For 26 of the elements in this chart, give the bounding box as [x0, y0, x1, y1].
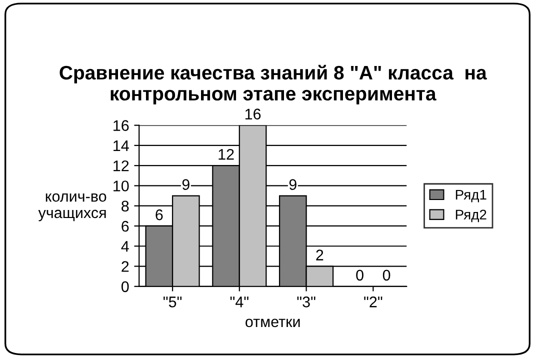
- y-tick-label: 16: [114, 120, 129, 131]
- legend-label: Ряд1: [456, 190, 486, 202]
- x-tick-label: "2": [364, 296, 382, 308]
- y-tick-label: 12: [114, 160, 129, 172]
- data-label: 2: [316, 250, 324, 260]
- y-tick-label: 0: [121, 281, 129, 292]
- y-tick-label: 4: [121, 241, 129, 252]
- data-label: 12: [218, 148, 234, 160]
- data-label: 0: [356, 270, 364, 281]
- y-axis-title: колич-во учащихся: [38, 193, 106, 222]
- legend-label: Ряд2: [456, 210, 486, 222]
- data-label: 9: [289, 179, 296, 190]
- x-tick-label: "3": [297, 296, 316, 308]
- data-label: 9: [182, 179, 190, 190]
- data-label: 6: [156, 209, 163, 220]
- x-tick-label: "4": [230, 296, 248, 308]
- x-axis-title: отметки: [246, 318, 300, 328]
- y-tick-label: 8: [122, 200, 129, 212]
- data-label: 16: [245, 108, 261, 120]
- y-tick-label: 14: [114, 140, 129, 151]
- y-tick-label: 10: [114, 180, 129, 192]
- x-tick-label: "5": [164, 296, 182, 308]
- chart-title: Сравнение качества знаний 8 "А" класса на контрольном этапе эксперимента: [60, 64, 487, 104]
- y-tick-label: 6: [122, 220, 129, 232]
- y-tick-label: 2: [122, 261, 129, 272]
- data-label: 0: [382, 270, 390, 281]
